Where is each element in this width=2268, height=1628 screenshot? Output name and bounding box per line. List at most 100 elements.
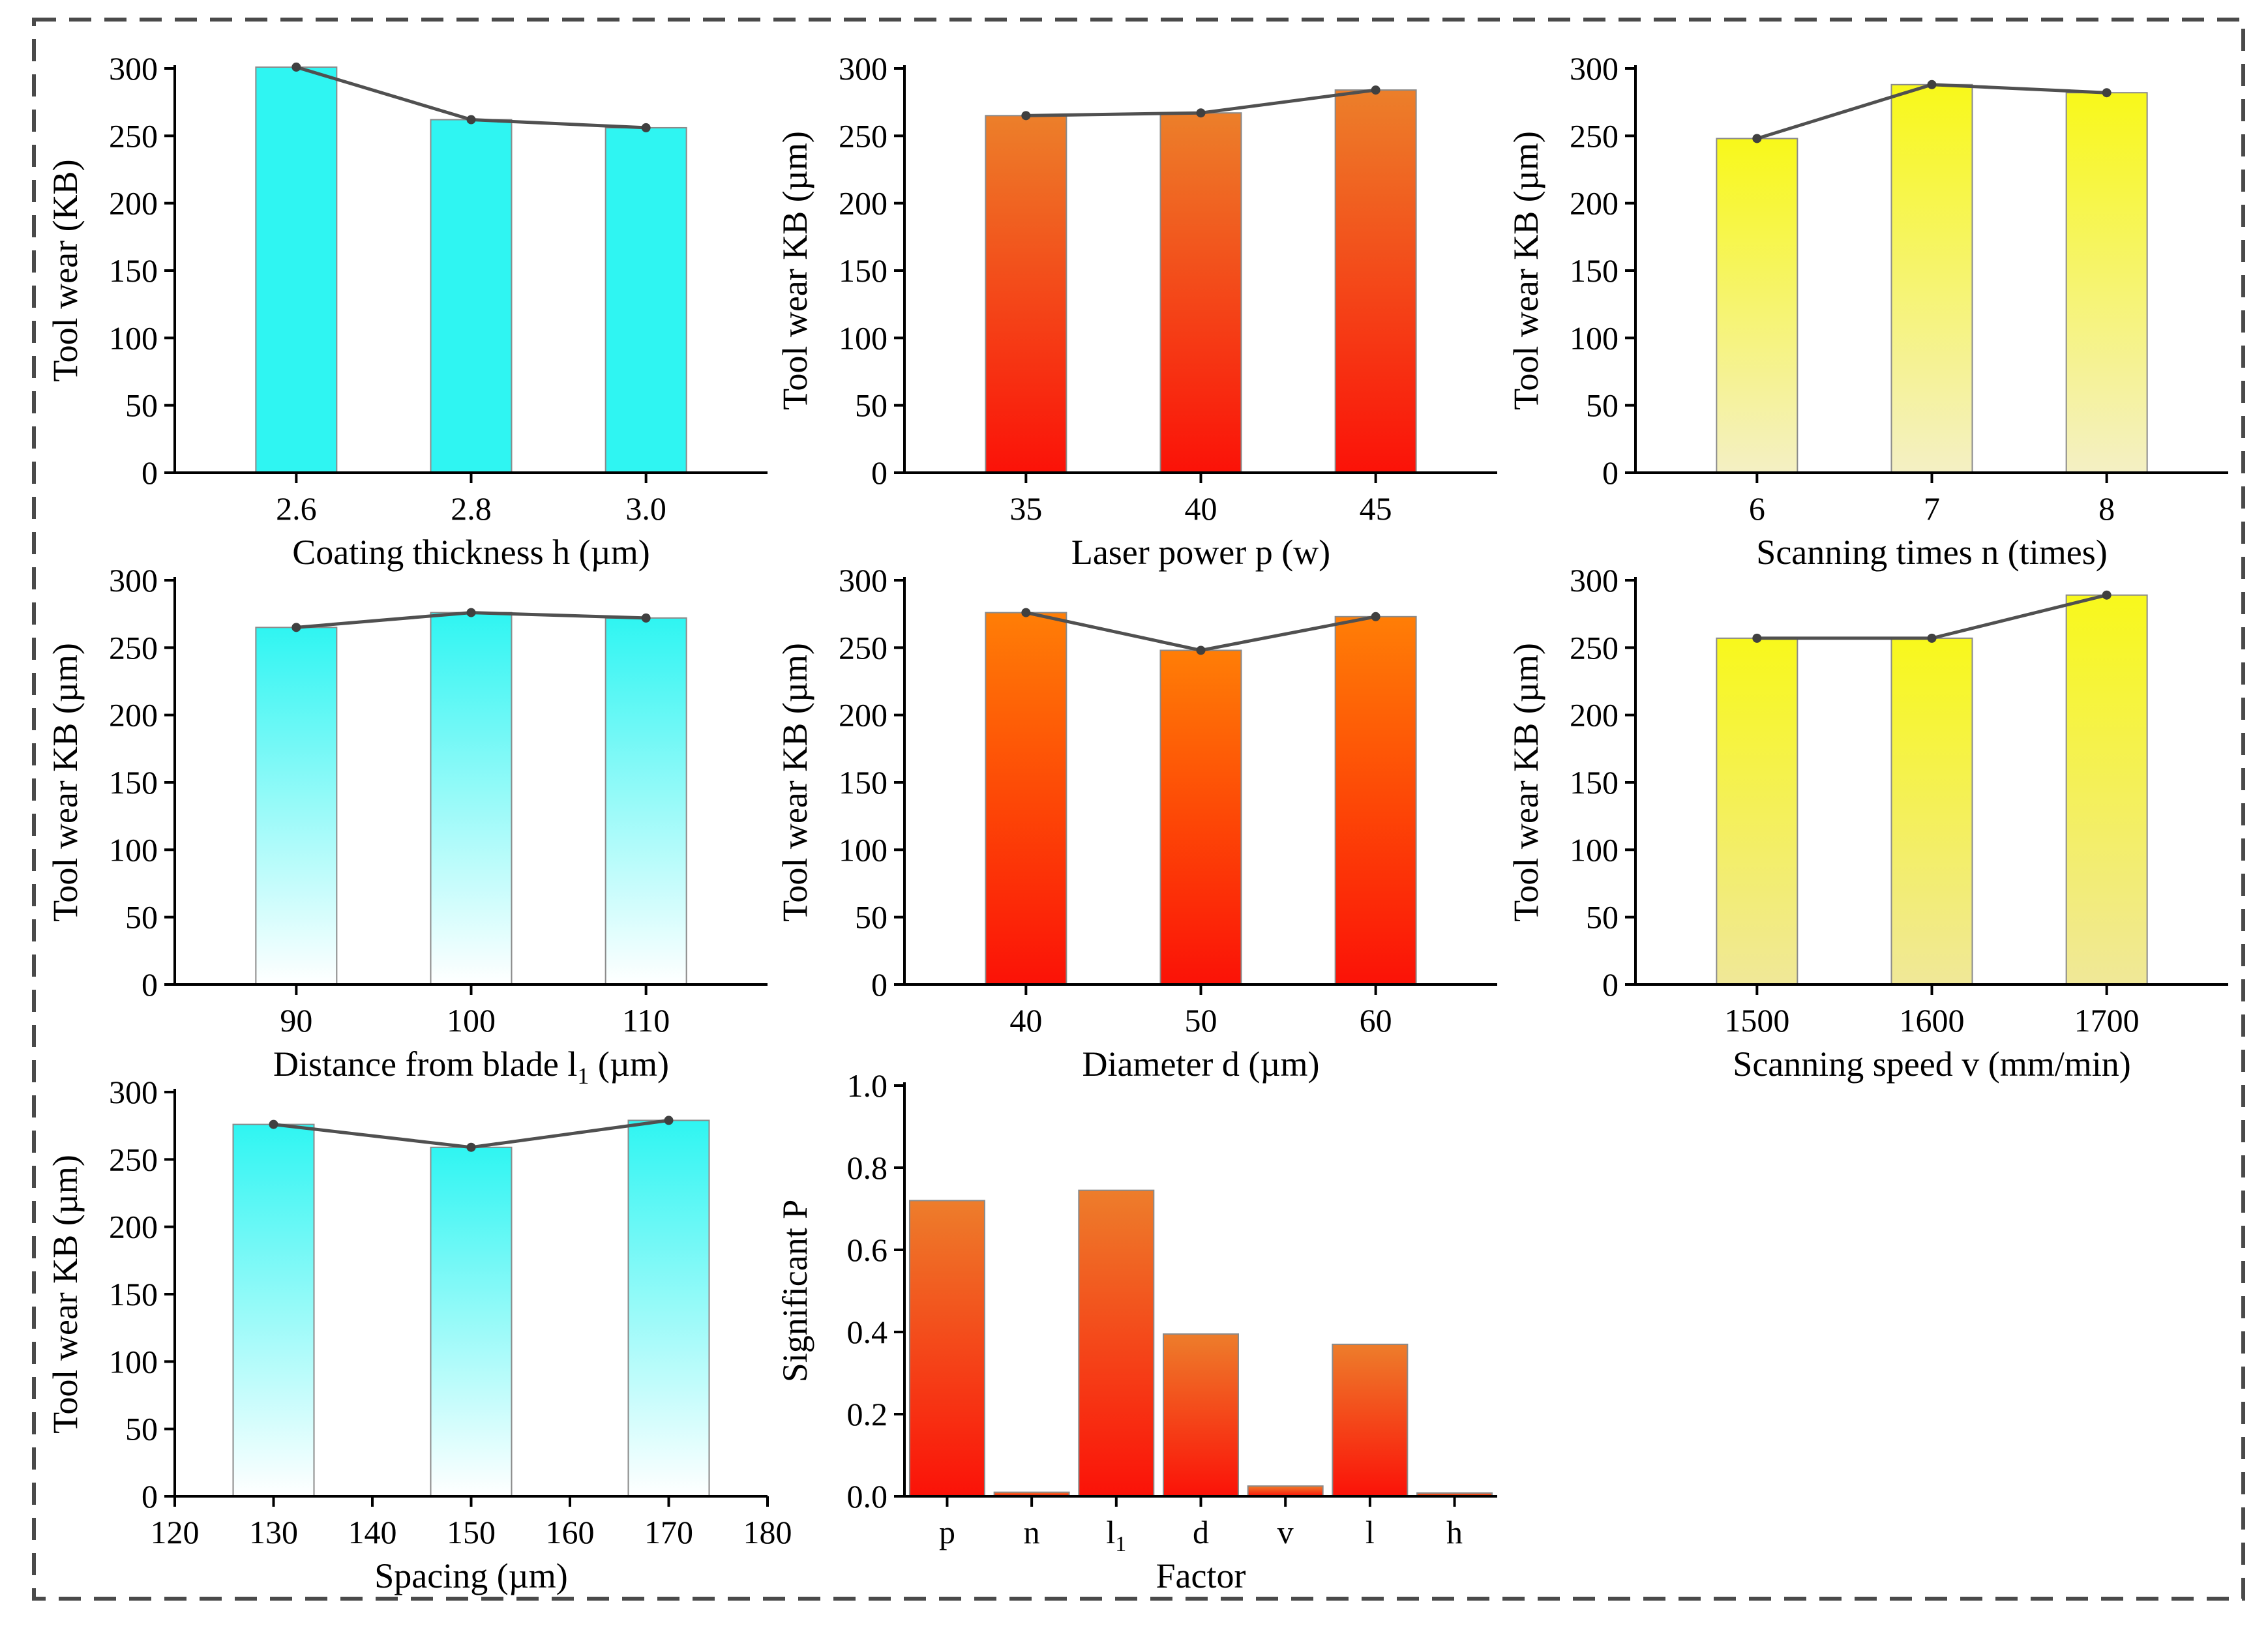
bar-5 [1247,1485,1324,1497]
bar-group [255,612,687,985]
bar-2 [1159,112,1242,473]
y-tick-label: 300 [109,1074,158,1110]
x-tick-labels: 35 40 45 [1009,473,1392,527]
y-axis-label: Significant P [775,1200,814,1383]
bar-1 [1716,138,1798,473]
y-tick-label: 250 [109,629,158,666]
y-tick-label: 0 [142,454,158,491]
y-tick-label: 100 [109,319,158,356]
x-tick-labels: 6 7 8 [1749,473,2115,527]
bar-2 [430,612,513,985]
x-axis-label: Diameter d (µm) [1082,1044,1320,1084]
trend-marker-1 [291,62,301,72]
bar-3 [1334,89,1417,474]
bar-6 [1332,1343,1409,1497]
x-axis-label: Spacing (µm) [374,1556,568,1595]
bar-1 [232,1123,315,1497]
trend-marker-3 [1371,85,1380,95]
x-tick-label: 120 [151,1514,200,1550]
bar-group [1716,594,2148,985]
x-tick-labels: 1500 1600 1700 [1724,984,2140,1039]
y-tick-label: 300 [109,50,158,87]
bar-1 [1716,637,1798,985]
y-tick-label: 150 [1570,764,1619,801]
y-axis-label: Tool wear KB (µm) [46,643,85,922]
y-tick-label: 250 [109,1141,158,1177]
x-tick-text: 35 [1009,490,1042,527]
trend-marker-3 [641,123,651,132]
trend-markers [1752,590,2111,643]
y-tick-label: 100 [1570,831,1619,868]
x-tick-label: 90 [280,1002,312,1039]
chart-scanning-times: 0 50 100 150 200 250 300 6 7 8 Scanning times n … [1506,50,2228,572]
trend-markers [1021,608,1380,655]
trend-marker-1 [1021,608,1031,617]
bar-group [255,66,687,474]
y-tick-label: 150 [839,252,888,289]
x-tick-label: 140 [348,1514,397,1550]
y-tick-labels: 0 50 100 150 200 250 300 [839,50,904,491]
chart-significant-p: 0.00.20.40.60.81.0 p n l1 d v l h Factor Signi… [775,1067,1497,1595]
y-tick-label: 200 [109,697,158,733]
trend-markers [291,62,651,132]
x-tick-label: 1600 [1900,1002,1965,1039]
x-axis-label: Laser power p (w) [1071,533,1330,572]
bar-3 [2065,594,2148,985]
x-axis-label: Distance from blade l1 (µm) [273,1044,669,1089]
trend-marker-3 [2102,88,2111,98]
x-tick-subscript: 1 [1115,1532,1126,1556]
y-tick-label: 250 [839,629,888,666]
y-tick-label: 0.0 [847,1478,888,1515]
y-tick-label: 150 [109,1276,158,1312]
bar-3 [627,1119,710,1497]
x-tick-label: 35 [1009,490,1042,527]
y-tick-label: 100 [839,319,888,356]
y-tick-label: 0 [871,454,888,491]
y-tick-label: 50 [855,387,888,424]
y-tick-label: 300 [1570,50,1619,87]
x-tick-label: 1700 [2074,1002,2140,1039]
y-tick-label: 0.4 [847,1314,888,1350]
y-tick-label: 200 [109,185,158,222]
y-tick-label: 1.0 [847,1067,888,1104]
x-tick-label: 2.8 [451,490,492,527]
x-tick-text: d [1193,1514,1209,1550]
x-tick-label: l1 [1106,1514,1126,1556]
y-tick-label: 0 [142,1478,158,1515]
x-tick-label: 50 [1185,1002,1217,1039]
x-axis-label-suffix: (µm) [589,1044,669,1084]
y-tick-label: 50 [125,899,158,936]
chart-coating-thickness: 0 50 100 150 200 250 300 2.6 2.8 3.0 Coating thi… [46,50,768,572]
bar-group [232,1119,710,1497]
x-tick-label: l [1365,1514,1375,1550]
bar-3 [1078,1189,1155,1498]
y-axis-label: Tool wear KB (µm) [775,131,814,410]
x-tick-labels: 2.6 2.8 3.0 [276,473,666,527]
chart-spacing: 0 50 100 150 200 250 300 120 130 140 150 160 170 180… [46,1074,792,1595]
x-tick-label: 130 [249,1514,298,1550]
y-tick-label: 250 [109,117,158,154]
x-tick-text: h [1446,1514,1463,1550]
x-tick-text: 7 [1924,490,1940,527]
y-tick-label: 100 [1570,319,1619,356]
trend-marker-1 [1021,111,1031,121]
y-tick-label: 250 [1570,629,1619,666]
bar-3 [604,126,687,473]
x-axis-label: Scanning times n (times) [1756,533,2107,572]
x-tick-label: 8 [2098,490,2115,527]
trend-marker-2 [466,115,476,125]
trend-marker-3 [1371,612,1380,621]
y-tick-label: 150 [109,252,158,289]
y-tick-label: 300 [839,562,888,599]
x-tick-label: d [1193,1514,1209,1550]
y-tick-label: 250 [839,117,888,154]
x-tick-text: 110 [622,1002,670,1039]
y-tick-label: 50 [125,387,158,424]
x-axis-label: Factor [1156,1556,1246,1595]
x-tick-label: 100 [447,1002,496,1039]
y-tick-label: 0.8 [847,1149,888,1186]
y-tick-label: 200 [109,1209,158,1245]
y-tick-labels: 0 50 100 150 200 250 300 [1570,562,1635,1003]
x-tick-label: 40 [1009,1002,1042,1039]
